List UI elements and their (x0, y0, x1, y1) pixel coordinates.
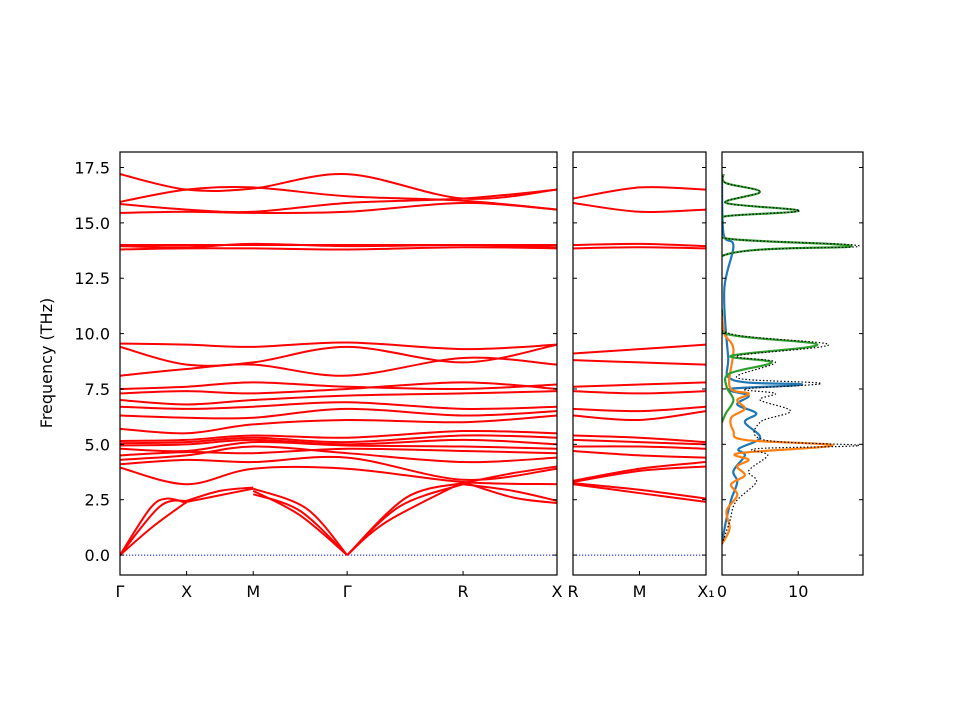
data-layer (120, 173, 860, 556)
phonon-band-line (120, 381, 557, 391)
phonon-band-line (573, 186, 706, 200)
y-tick-label: 12.5 (74, 269, 110, 288)
phonon-band-line (573, 461, 706, 482)
x-tick-label: X₁ (697, 582, 714, 601)
phonon-band-line (573, 410, 706, 422)
phonon-band-line (120, 434, 557, 445)
frames-layer (119, 151, 864, 576)
y-tick-label: 7.5 (85, 380, 110, 399)
phonon-band-line (186, 487, 254, 503)
phonon-band-line (573, 390, 706, 395)
phonon-band-line (573, 359, 706, 366)
y-tick-label: 17.5 (74, 159, 110, 178)
x-tick-label: 10 (788, 582, 808, 601)
x-tick-label: Γ (343, 582, 352, 601)
phonon-band-line (573, 482, 706, 500)
panel-frame (119, 151, 558, 576)
phonon-band-line (573, 242, 706, 248)
phonon-band-line (120, 407, 557, 420)
phonon-band-line (573, 343, 706, 355)
phonon-band-line (120, 455, 557, 481)
x-tick-label: R (458, 582, 469, 601)
x-tick-label: 0 (717, 582, 727, 601)
y-axis-label: Frequency (THz) (37, 298, 56, 428)
phonon-band-line (120, 201, 557, 214)
phonon-band-line (573, 434, 706, 444)
x-tick-label: M (246, 582, 260, 601)
phonon-band-line (252, 493, 348, 556)
x-tick-label: X (552, 582, 563, 601)
phonon-band-line (186, 486, 254, 502)
phonon-band-line (573, 449, 706, 459)
phonon-band-line (120, 414, 557, 435)
phonon-band-line (573, 246, 706, 250)
phonon-band-line (120, 438, 557, 447)
dos-series-line (722, 311, 834, 545)
ticks-layer: Γ X M Γ R X R M X₁ 0 100.02.55.07.510.012.515.017.… (74, 159, 863, 601)
phonon-band-line (120, 188, 557, 214)
phonon-band-line (120, 341, 557, 351)
phonon-band-line (120, 381, 557, 395)
band-panel-main-curves (120, 173, 557, 556)
phonon-band-line (573, 201, 706, 214)
panel-frame (721, 151, 864, 576)
y-tick-label: 10.0 (74, 325, 110, 344)
y-tick-label: 0.0 (85, 546, 110, 565)
phonon-band-line (120, 429, 557, 443)
phonon-band-line (120, 343, 557, 367)
x-tick-label: Γ (116, 582, 125, 601)
y-tick-label: 2.5 (85, 491, 110, 510)
phonon-band-line (120, 401, 557, 411)
phonon-band-line (252, 487, 348, 556)
y-tick-label: 5.0 (85, 435, 110, 454)
phonon-band-line (573, 483, 706, 503)
phonon-band-line (120, 465, 557, 486)
x-tick-label: M (633, 582, 647, 601)
phonon-band-line (573, 465, 706, 483)
phonon-band-line (120, 356, 557, 377)
phonon-band-line (462, 481, 557, 505)
phonon-band-line (120, 501, 188, 556)
phonon-band-line (120, 246, 557, 251)
band-panel-rm-curves (573, 186, 706, 556)
phonon-band-line (346, 481, 464, 556)
x-tick-label: X (181, 582, 192, 601)
x-tick-label: R (567, 582, 578, 601)
dos-series-line (722, 173, 860, 545)
dos-curves (722, 173, 860, 545)
phonon-band-line (120, 390, 557, 406)
phonon-band-line (120, 447, 557, 457)
phonon-band-line (573, 438, 706, 446)
phonon-band-line (573, 445, 706, 450)
phonon-band-line (573, 405, 706, 413)
dos-series-line (722, 173, 853, 423)
phonon-band-line (120, 499, 187, 556)
y-tick-label: 15.0 (74, 214, 110, 233)
phonon-band-line (120, 173, 557, 200)
phonon-band-line (573, 381, 706, 388)
